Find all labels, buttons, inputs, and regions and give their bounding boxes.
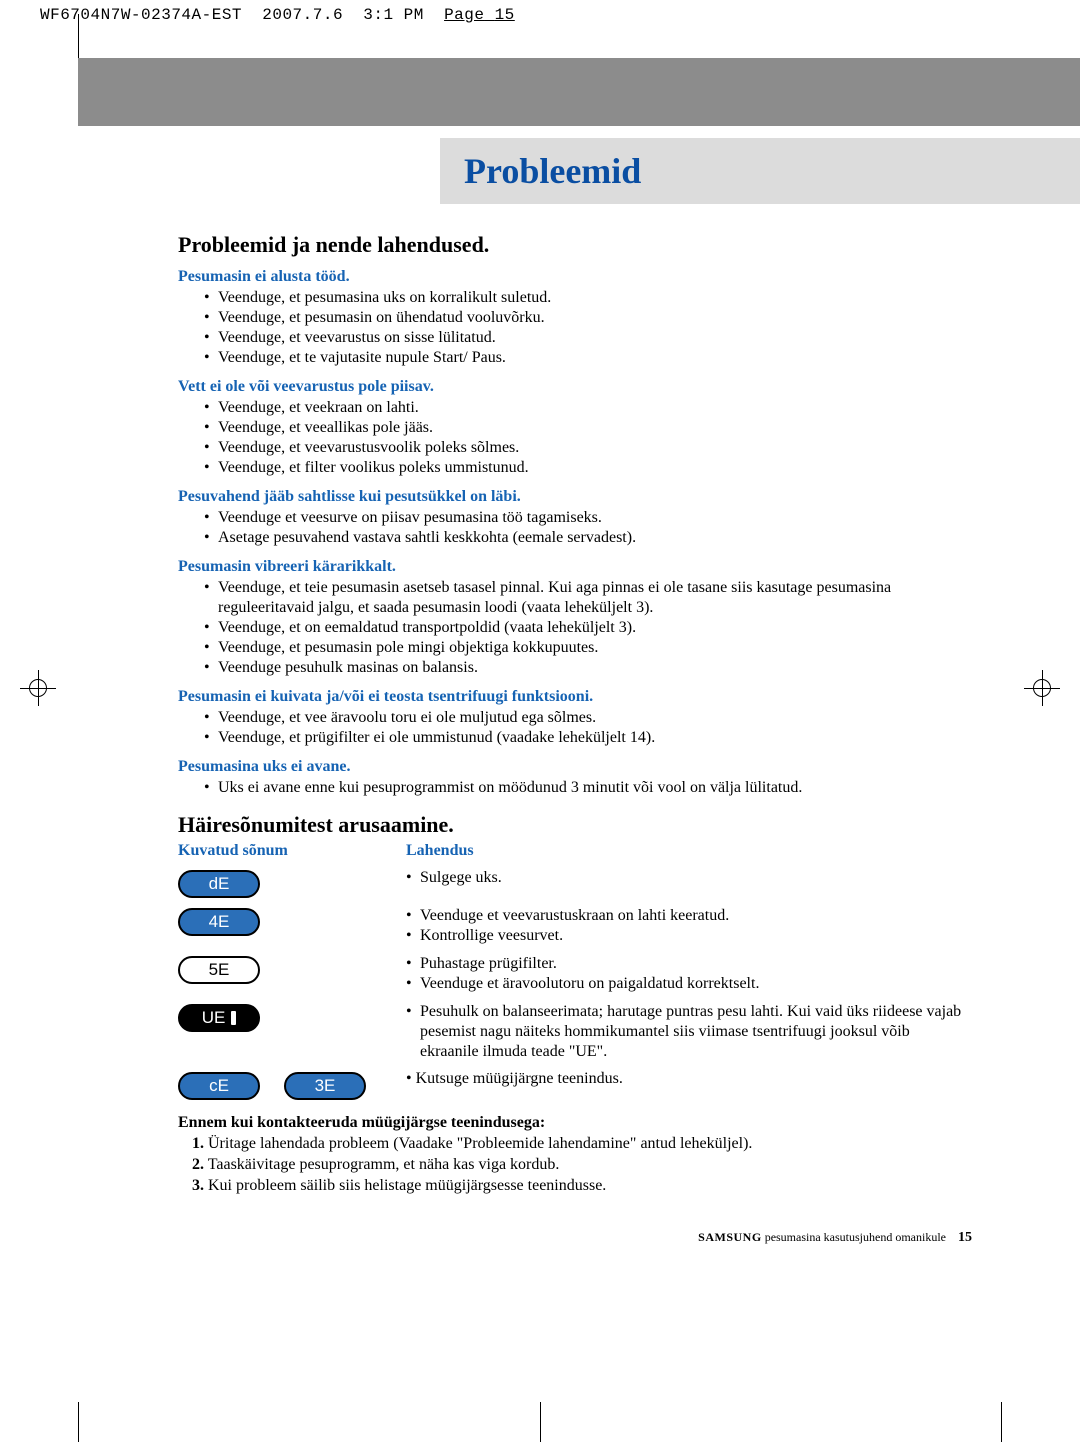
crop-mark xyxy=(78,1402,79,1442)
list-item: Veenduge, et veevarustus on sisse lülita… xyxy=(204,328,972,348)
error-solution: Veenduge et veevarustuskraan on lahti ke… xyxy=(406,906,972,946)
error-row: UE Pesuhulk on balanseerimata; harutage … xyxy=(178,1002,972,1062)
error-codes: 5E xyxy=(178,954,406,984)
error-code-de: dE xyxy=(178,870,260,898)
col-solution-header: Lahendus xyxy=(406,842,474,860)
problem-block: Pesuvahend jääb sahtlisse kui pesutsükke… xyxy=(178,488,972,548)
page-title: Probleemid xyxy=(464,150,641,192)
list-item: Uks ei avane enne kui pesuprogrammist on… xyxy=(204,778,972,798)
list-item: Kontrollige veesurvet. xyxy=(406,926,972,946)
problem-block: Vett ei ole või veevarustus pole piisav.… xyxy=(178,378,972,478)
problem-subhead: Vett ei ole või veevarustus pole piisav. xyxy=(178,378,972,396)
problem-block: Pesumasin ei alusta tööd. Veenduge, et p… xyxy=(178,268,972,368)
error-code-5e: 5E xyxy=(178,956,260,984)
error-row: 4E Veenduge et veevarustuskraan on lahti… xyxy=(178,906,972,946)
brand-name: SAMSUNG xyxy=(698,1230,762,1244)
problem-list: Veenduge, et veekraan on lahti. Veenduge… xyxy=(178,398,972,478)
list-item: Sulgege uks. xyxy=(406,868,972,888)
page-footer: SAMSUNG pesumasina kasutusjuhend omaniku… xyxy=(698,1230,972,1246)
list-item: Veenduge, et filter voolikus poleks ummi… xyxy=(204,458,972,478)
list-item: Veenduge, et pesumasin on ühendatud vool… xyxy=(204,308,972,328)
list-item: 3. Kui probleem säilib siis helistage mü… xyxy=(192,1176,972,1197)
list-item: Veenduge, et veekraan on lahti. xyxy=(204,398,972,418)
list-item: Veenduge pesuhulk masinas on balansis. xyxy=(204,658,972,678)
section1-heading: Probleemid ja nende lahendused. xyxy=(178,232,972,258)
problem-list: Uks ei avane enne kui pesuprogrammist on… xyxy=(178,778,972,798)
col-message-header: Kuvatud sõnum xyxy=(178,842,406,860)
list-item: Veenduge, et veeallikas pole jääs. xyxy=(204,418,972,438)
crop-mark xyxy=(540,1402,541,1442)
print-header: WF6704N7W-02374A-EST 2007.7.6 3:1 PM Pag… xyxy=(0,0,1080,24)
problem-list: Veenduge et veesurve on piisav pesumasin… xyxy=(178,508,972,548)
list-item: Veenduge, et te vajutasite nupule Start/… xyxy=(204,348,972,368)
problem-block: Pesumasin ei kuivata ja/või ei teosta ts… xyxy=(178,688,972,748)
problem-list: Veenduge, et pesumasina uks on korraliku… xyxy=(178,288,972,368)
title-box: Probleemid xyxy=(440,138,1080,204)
list-item: 2. Taaskäivitage pesuprogramm, et näha k… xyxy=(192,1155,972,1176)
error-row: 5E Puhastage prügifilter. Veenduge et är… xyxy=(178,954,972,994)
error-codes: UE xyxy=(178,1002,406,1032)
registration-mark-icon xyxy=(20,670,56,706)
list-item: Puhastage prügifilter. xyxy=(406,954,972,974)
error-solution: • Kutsuge müügijärgne teenindus. xyxy=(406,1070,972,1088)
page-label: Page 15 xyxy=(444,6,515,24)
problem-subhead: Pesumasina uks ei avane. xyxy=(178,758,972,776)
before-contact-heading: Ennem kui kontakteeruda müügijärgse teen… xyxy=(178,1114,972,1132)
doc-date: 2007.7.6 xyxy=(262,6,343,24)
page-number: 15 xyxy=(958,1230,972,1245)
error-codes: dE xyxy=(178,868,406,898)
problem-subhead: Pesuvahend jääb sahtlisse kui pesutsükke… xyxy=(178,488,972,506)
solution-text: • Kutsuge müügijärgne teenindus. xyxy=(406,1070,972,1088)
content-area: Probleemid ja nende lahendused. Pesumasi… xyxy=(178,226,972,1196)
error-row: cE 3E • Kutsuge müügijärgne teenindus. xyxy=(178,1070,972,1100)
list-item: Veenduge et äravoolutoru on paigaldatud … xyxy=(406,974,972,994)
list-item: Veenduge et veesurve on piisav pesumasin… xyxy=(204,508,972,528)
list-item: Veenduge, et veevarustusvoolik poleks sõ… xyxy=(204,438,972,458)
list-item: Veenduge, et prügifilter ei ole ummistun… xyxy=(204,728,972,748)
problem-block: Pesumasina uks ei avane. Uks ei avane en… xyxy=(178,758,972,798)
error-row: dE Sulgege uks. xyxy=(178,868,972,898)
list-item: Veenduge et veevarustuskraan on lahti ke… xyxy=(406,906,972,926)
crop-mark xyxy=(1001,1402,1002,1442)
error-solution: Sulgege uks. xyxy=(406,868,972,888)
list-item: Veenduge, et pesumasin pole mingi objekt… xyxy=(204,638,972,658)
problem-list: Veenduge, et teie pesumasin asetseb tasa… xyxy=(178,578,972,678)
problem-list: Veenduge, et vee äravoolu toru ei ole mu… xyxy=(178,708,972,748)
registration-mark-icon xyxy=(1024,670,1060,706)
crop-mark xyxy=(78,14,79,58)
error-codes: cE 3E xyxy=(178,1070,406,1100)
error-solution: Puhastage prügifilter. Veenduge et äravo… xyxy=(406,954,972,994)
header-band xyxy=(78,58,1080,126)
problem-subhead: Pesumasin ei kuivata ja/või ei teosta ts… xyxy=(178,688,972,706)
door-icon xyxy=(231,1011,236,1025)
problem-subhead: Pesumasin ei alusta tööd. xyxy=(178,268,972,286)
list-item: Veenduge, et on eemaldatud transportpold… xyxy=(204,618,972,638)
error-section: Häiresõnumitest arusaamine. Kuvatud sõnu… xyxy=(178,812,972,1100)
numbered-list: 1. Üritage lahendada probleem (Vaadake "… xyxy=(178,1134,972,1196)
list-item: Veenduge, et vee äravoolu toru ei ole mu… xyxy=(204,708,972,728)
error-code-ce: cE xyxy=(178,1072,260,1100)
footer-text: pesumasina kasutusjuhend omanikule xyxy=(762,1230,946,1244)
error-codes: 4E xyxy=(178,906,406,936)
error-solution: Pesuhulk on balanseerimata; harutage pun… xyxy=(406,1002,972,1062)
section2-heading: Häiresõnumitest arusaamine. xyxy=(178,812,972,838)
error-code-3e: 3E xyxy=(284,1072,366,1100)
error-code-4e: 4E xyxy=(178,908,260,936)
list-item: Pesuhulk on balanseerimata; harutage pun… xyxy=(406,1002,972,1062)
problem-block: Pesumasin vibreeri kärarikkalt. Veenduge… xyxy=(178,558,972,678)
list-item: 1. Üritage lahendada probleem (Vaadake "… xyxy=(192,1134,972,1155)
error-code-ue: UE xyxy=(178,1004,260,1032)
problem-subhead: Pesumasin vibreeri kärarikkalt. xyxy=(178,558,972,576)
list-item: Asetage pesuvahend vastava sahtli keskko… xyxy=(204,528,972,548)
doc-time: 3:1 PM xyxy=(363,6,424,24)
list-item: Veenduge, et teie pesumasin asetseb tasa… xyxy=(204,578,972,618)
list-item: Veenduge, et pesumasina uks on korraliku… xyxy=(204,288,972,308)
error-table-header: Kuvatud sõnum Lahendus xyxy=(178,842,972,860)
before-contact-section: Ennem kui kontakteeruda müügijärgse teen… xyxy=(178,1114,972,1196)
doc-code: WF6704N7W-02374A-EST xyxy=(40,6,242,24)
